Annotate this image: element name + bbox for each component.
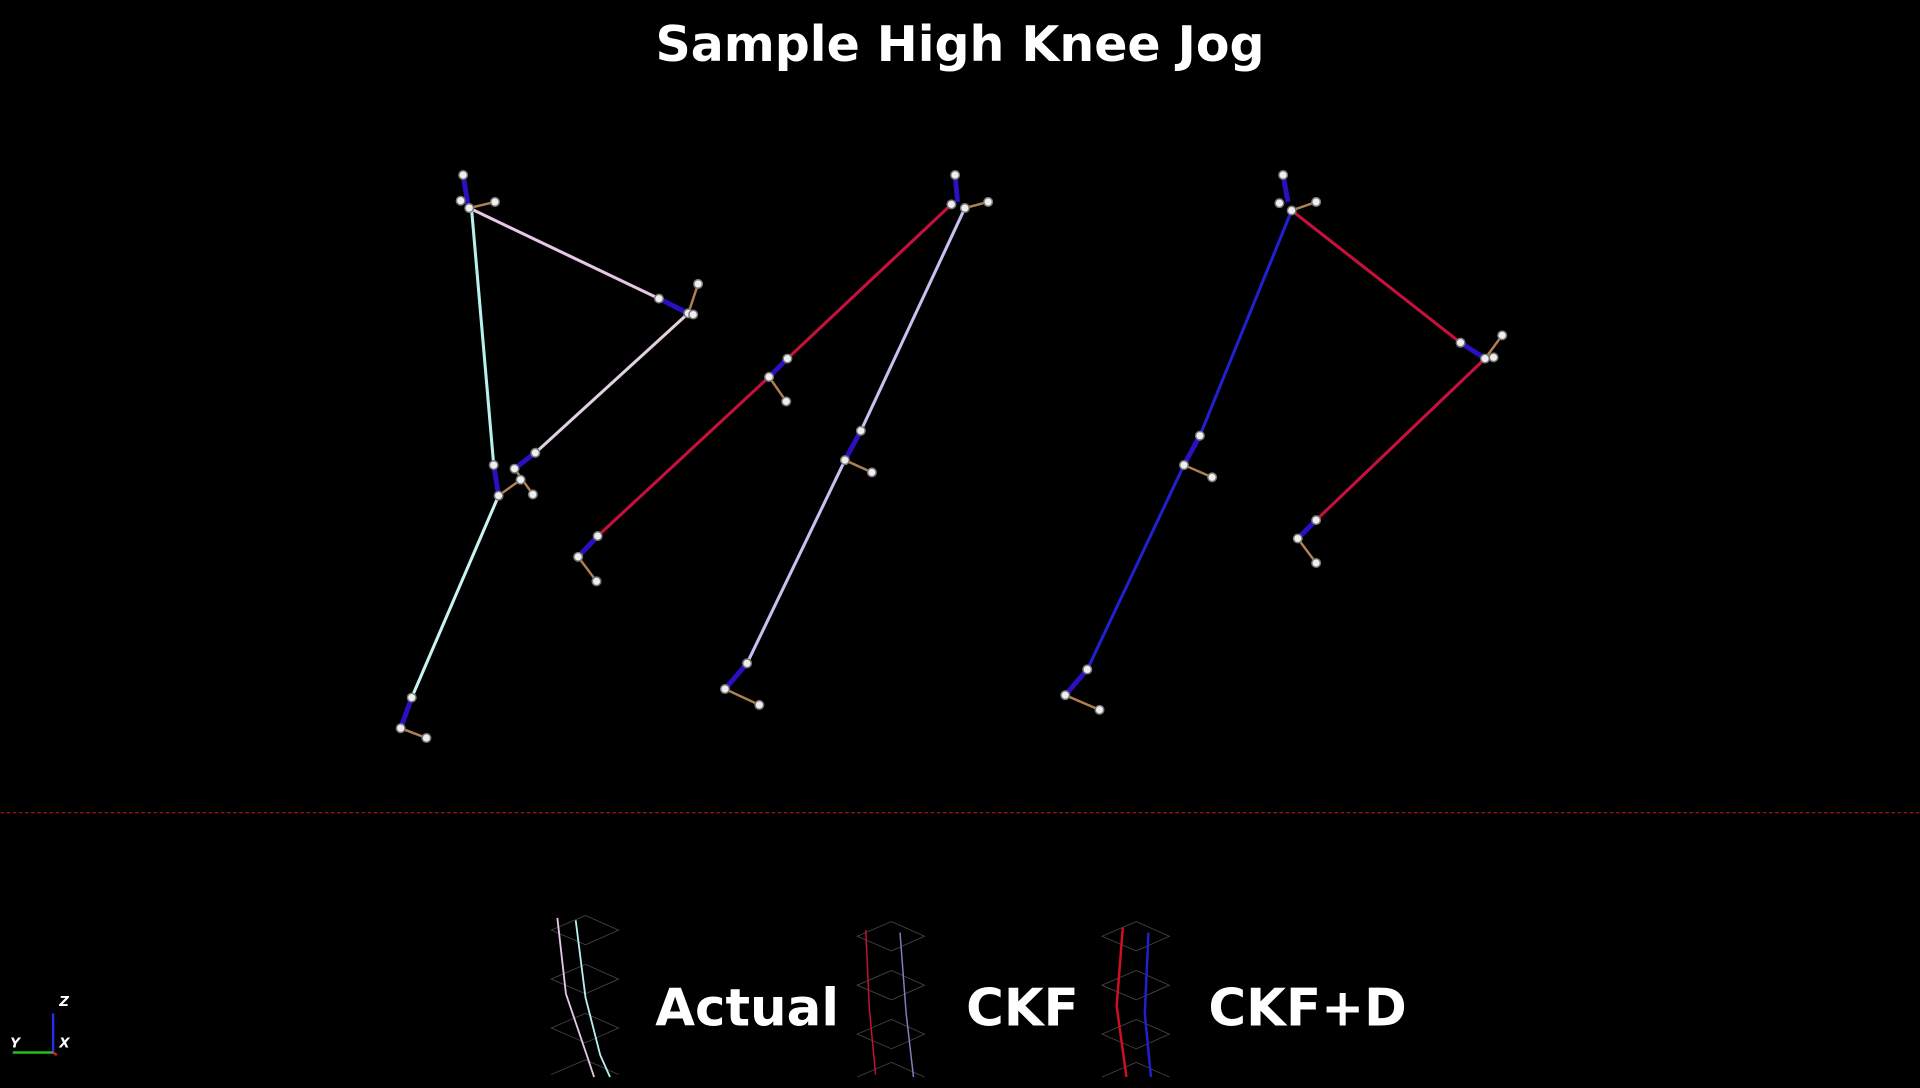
skeleton-actual [395,169,704,743]
legend-thumb-ckf [856,921,926,1078]
axis-label: Z [58,995,69,1010]
skeleton-ckf [573,169,994,710]
skeleton-ckf-d [1060,169,1508,715]
title: Sample High Knee Jog [656,16,1265,73]
legend-thumb-actual [550,914,620,1078]
axes-triad: Z Y X [10,995,70,1056]
legend-thumb-ckf-d [1100,921,1171,1078]
axis-label: X [58,1037,70,1052]
legend-label: CKF+D [1208,979,1406,1039]
legend-label: Actual [655,979,839,1039]
axis-label: Y [10,1037,21,1052]
legend-label: CKF [966,979,1079,1039]
